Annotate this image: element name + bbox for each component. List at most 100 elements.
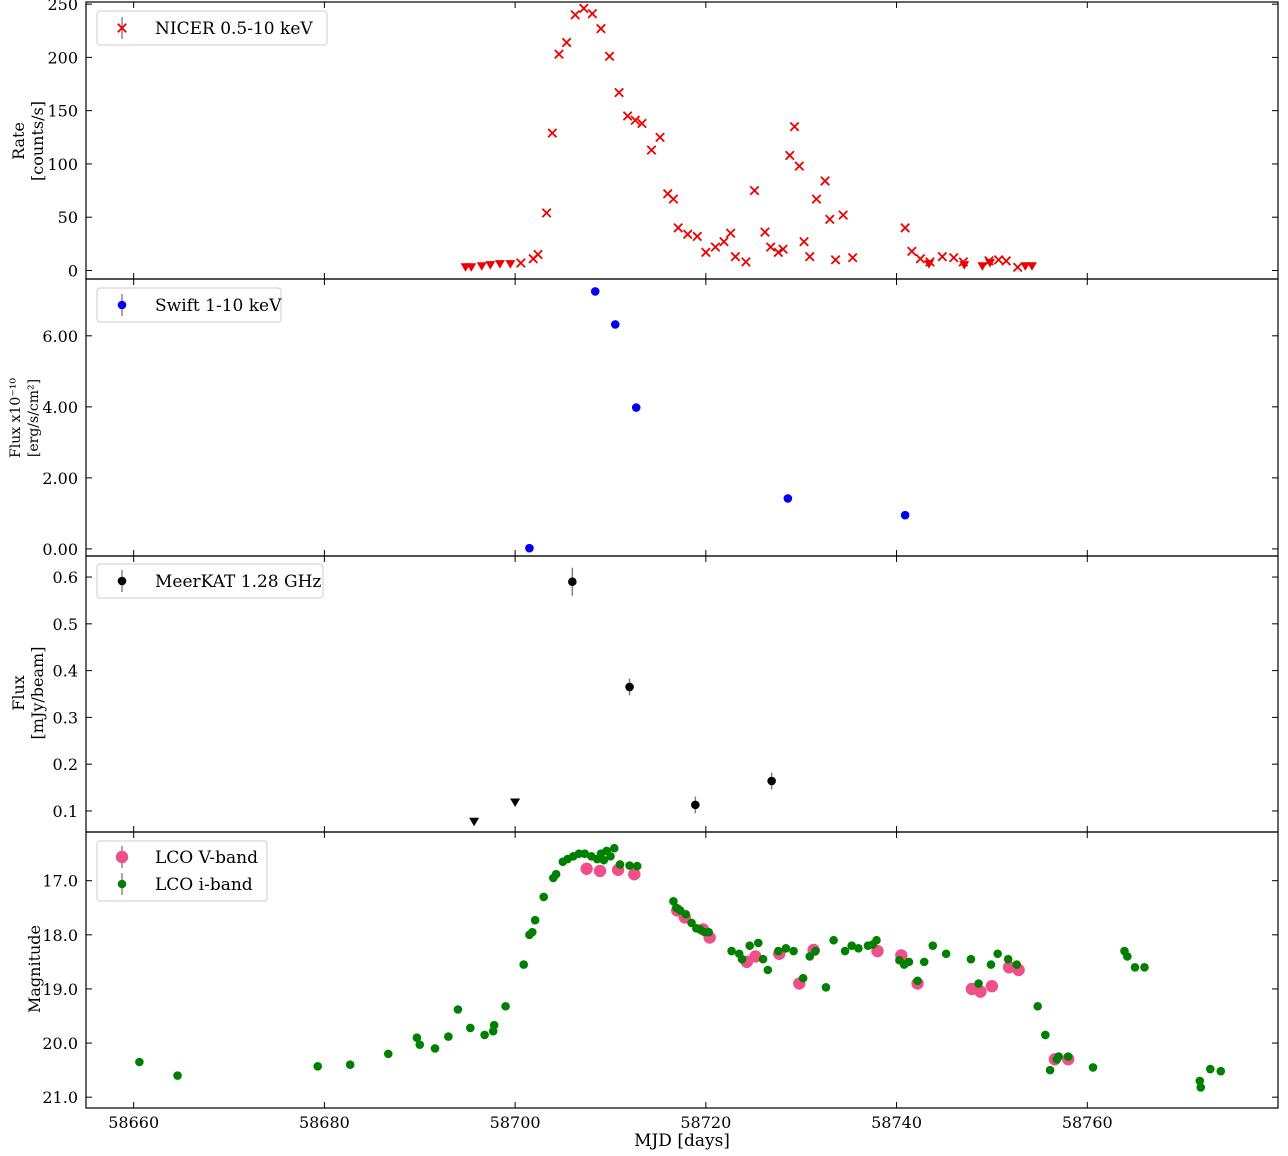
lco-i-band-point: [872, 935, 881, 945]
lco-i-band-point: [941, 949, 951, 959]
lco-i-band-point: [466, 1023, 475, 1033]
y-tick-label: 20.0: [42, 1034, 78, 1053]
lco-i-band-point: [1041, 1030, 1050, 1040]
nicer-0-5-10-kev-point: [682, 229, 693, 240]
legend-marker: [117, 23, 127, 33]
lco-i-band-point: [1130, 962, 1140, 972]
x-tick-label: 58680: [299, 1113, 350, 1132]
swift-1-10-kev-point: [783, 494, 793, 503]
nicer-0-5-10-kev-point: [789, 121, 800, 132]
y-tick-label: 0.5: [53, 615, 78, 634]
meerkat-1-28-ghz-point: [691, 800, 700, 810]
legend-label-meerkat: MeerKAT 1.28 GHz: [155, 572, 321, 592]
swift-legend: Swift 1-10 keV: [96, 287, 282, 323]
legend-label-lco-i: LCO i-band: [155, 875, 253, 895]
nicer-0-5-10-kev-point: [725, 228, 736, 239]
nicer-0-5-10-kev-point: [533, 249, 543, 260]
lco-i-band-point: [501, 1001, 510, 1011]
nicer-0-5-10-kev-point: [915, 253, 926, 264]
nicer-0-5-10-kev-point: [948, 252, 959, 263]
nicer-upper-limits-point: [505, 260, 516, 269]
meerkat-legend: MeerKAT 1.28 GHz: [96, 563, 324, 599]
ylabel-line-2: [erg/s/cm²]: [26, 379, 42, 457]
y-tick-label: 0.6: [53, 568, 78, 587]
lco-i-band-point: [1045, 1065, 1055, 1075]
nicer-panel: 0 50 100 150 200 250 NICER 0.5-10 keV Rate [c…: [9, 0, 1279, 280]
nicer-upper-limits-point: [977, 262, 988, 271]
lco-i-band-point: [829, 935, 838, 945]
nicer-upper-limits-point: [494, 260, 505, 269]
lco-i-band-point: [412, 1033, 422, 1042]
lco-i-band-point: [383, 1049, 393, 1059]
nicer-0-5-10-kev-point: [570, 9, 581, 20]
x-tick-label: 58720: [680, 1113, 731, 1132]
lco-i-band-point: [1003, 954, 1013, 964]
nicer-0-5-10-kev-point: [900, 223, 910, 233]
nicer-0-5-10-kev-point: [784, 150, 795, 161]
nicer-0-5-10-kev-point: [1012, 262, 1023, 273]
lco-i-band-point: [1012, 960, 1022, 969]
nicer-0-5-10-kev-point: [668, 194, 679, 204]
lco-i-band-point: [625, 861, 634, 870]
y-tick-label: 250: [47, 0, 78, 14]
nicer-0-5-10-kev-point: [741, 257, 751, 267]
lco-y-axis-label: Magnitude: [25, 925, 44, 1013]
nicer-upper-limits-point: [959, 261, 970, 270]
nicer-upper-limits-point: [1026, 262, 1037, 271]
y-tick-label: 0: [68, 261, 78, 280]
nicer-upper-limits-point: [476, 262, 487, 271]
nicer-upper-limits-point: [985, 259, 996, 268]
lco-v-band-point: [628, 868, 641, 881]
y-tick-label: 0.3: [53, 708, 78, 727]
nicer-0-5-10-kev-point: [692, 231, 703, 242]
nicer-0-5-10-kev-point: [673, 223, 684, 233]
nicer-data-points: [460, 3, 1037, 273]
lco-i-band-point: [1063, 1052, 1073, 1061]
lco-i-band-point: [681, 909, 691, 919]
meerkat-1-28-ghz-point: [767, 776, 776, 786]
nicer-0-5-10-kev-point: [993, 254, 1004, 265]
lco-i-band-point: [173, 1071, 182, 1080]
lco-i-band-point: [551, 869, 561, 879]
y-tick-label: 4.00: [42, 398, 78, 417]
legend-box: [96, 10, 328, 46]
nicer-0-5-10-kev-point: [554, 49, 564, 60]
nicer-0-5-10-kev-point: [937, 251, 948, 262]
meerkat-1-28-ghz-point: [625, 682, 634, 692]
lco-i-band-point: [480, 1030, 489, 1040]
y-tick-label: 17.0: [42, 872, 78, 891]
lco-i-band-point: [609, 843, 619, 853]
lco-i-band-point: [737, 954, 747, 964]
nicer-legend: NICER 0.5-10 keV: [96, 10, 328, 46]
lco-v-band-point: [749, 950, 762, 963]
nicer-0-5-10-kev-point: [760, 227, 770, 237]
lco-i-band-point: [763, 965, 773, 975]
lco-i-band-point: [415, 1040, 425, 1049]
swift-panel: 0.00 2.00 4.00 6.00 Swift 1-10 keV Flux x10…: [8, 278, 1279, 559]
y-tick-label: 18.0: [42, 926, 78, 945]
lco-i-band-point: [1216, 1066, 1226, 1076]
lco-i-band-point: [727, 946, 736, 956]
swift-1-10-kev-point: [590, 287, 600, 296]
ylabel-line-1: Flux x10⁻¹⁰: [8, 378, 24, 458]
nicer-0-5-10-kev-point: [765, 242, 776, 252]
y-tick-label: 6.00: [42, 327, 78, 346]
legend-box: [96, 563, 324, 599]
y-tick-label: 100: [47, 155, 78, 174]
nicer-0-5-10-kev-point: [1001, 256, 1012, 266]
lco-panel: 17.0 18.0 19.0 20.0 21.0 58660 58680 58700 58720…: [25, 831, 1279, 1132]
nicer-0-5-10-kev-point: [646, 145, 657, 155]
nicer-0-5-10-kev-point: [596, 23, 606, 34]
lco-i-band-point: [669, 896, 678, 906]
nicer-0-5-10-kev-point: [614, 87, 624, 98]
lco-i-band-point: [1140, 962, 1149, 972]
axes-frame: [85, 831, 1279, 1109]
lco-i-band-point: [704, 927, 714, 937]
lco-v-band-point: [985, 980, 999, 993]
legend-label-swift: Swift 1-10 keV: [155, 296, 282, 316]
lco-i-band-point: [821, 983, 831, 992]
y-tick-label: 150: [47, 102, 78, 121]
lco-i-band-point: [928, 941, 938, 950]
nicer-0-5-10-kev-point: [804, 251, 815, 262]
swift-1-10-kev-point: [631, 403, 641, 412]
